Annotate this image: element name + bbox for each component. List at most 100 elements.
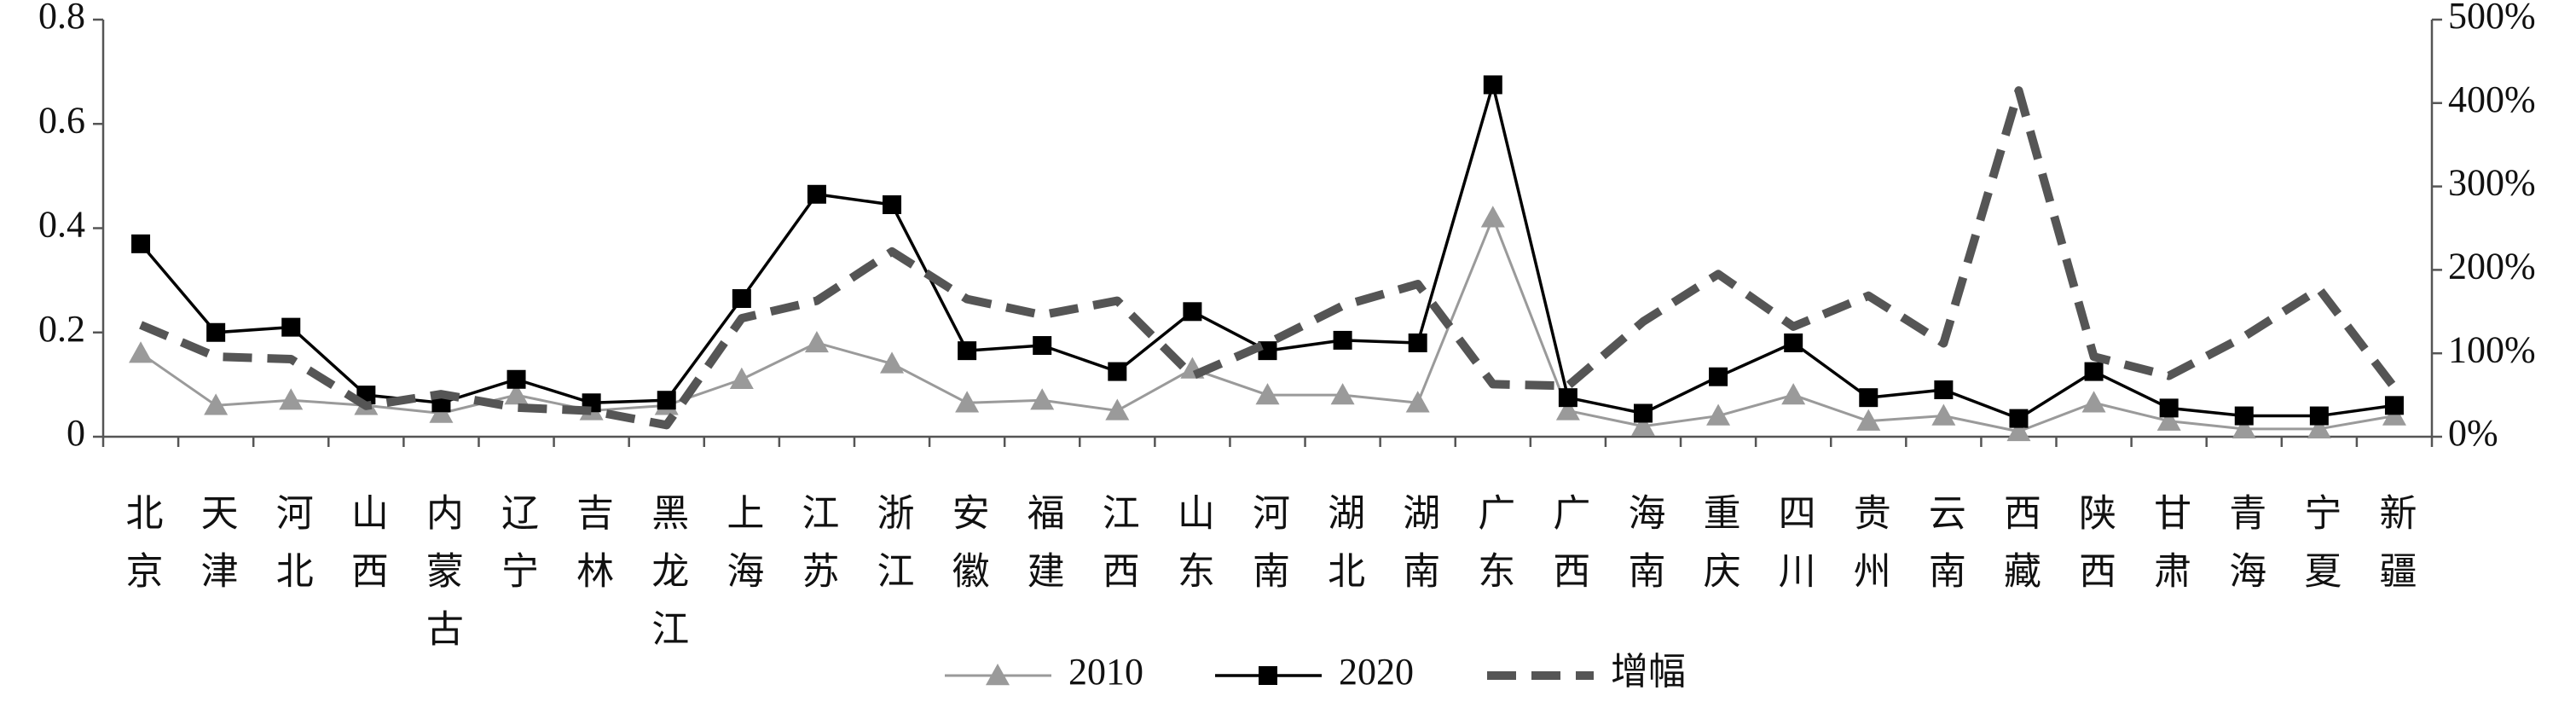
x-tick-label: 吉林 [570,493,613,609]
point [1259,666,1277,685]
point [279,388,304,410]
point [1255,383,1280,405]
point [1258,341,1277,361]
series-line [139,83,2395,421]
x-tick-label: 海南 [1622,493,1664,609]
y2-tick-label: 0% [2448,412,2498,454]
x-tick-label: 山西 [345,493,387,609]
y2-tick-label: 400% [2448,78,2536,120]
point [657,391,676,410]
y-tick-label: 0.4 [38,204,85,246]
x-tick-label: 重庆 [1698,493,1740,609]
y2-tick-label: 200% [2448,245,2536,287]
point [1784,333,1803,352]
point [131,234,151,253]
point [1558,388,1577,408]
point [1033,336,1052,356]
y2-tick-label: 100% [2448,328,2536,370]
point [1859,388,1878,408]
point [804,330,829,353]
x-tick-label: 西藏 [1998,493,2041,609]
x-tick-label: 江苏 [796,493,838,609]
point [729,367,754,389]
point [507,369,526,389]
point [732,289,751,309]
legend-item: 2010 [945,651,1143,693]
point [2384,396,2404,415]
x-tick-label: 甘肃 [2148,493,2191,609]
x-tick-label: 山东 [1172,493,1213,609]
x-tick-label: 广东 [1472,493,1514,609]
point [883,194,902,214]
point [1105,398,1130,421]
point [1633,403,1653,423]
point [1333,330,1352,350]
x-tick-label: 广西 [1547,493,1589,609]
point [1108,362,1127,381]
x-tick-label: 天津 [195,493,238,609]
x-tick-label: 新疆 [2373,493,2416,609]
legend-label: 2010 [1068,651,1143,693]
point [2234,406,2254,426]
x-tick-label: 云南 [1923,493,1965,609]
point [2084,362,2104,381]
x-tick-label: 黑龙江 [645,493,688,667]
point [504,383,529,405]
point [1706,403,1731,426]
x-tick-label: 河南 [1247,493,1289,609]
x-tick-label: 宁夏 [2298,493,2341,609]
y-tick-label: 0 [67,412,85,454]
point [2081,391,2106,413]
point [1330,383,1355,405]
x-tick-label: 陕西 [2073,493,2115,609]
point [1555,398,1580,421]
point [807,184,826,204]
point [1483,75,1502,95]
point [2309,406,2329,426]
point [281,317,301,337]
legend-label: 2020 [1339,651,1414,693]
x-tick-label: 辽宁 [495,493,538,609]
point [1630,414,1655,436]
x-tick-label: 福建 [1022,493,1065,609]
point [1856,409,1881,431]
x-tick-label: 贵州 [1848,493,1890,609]
point [1183,302,1202,322]
point [2009,409,2029,428]
x-tick-label: 上海 [721,493,763,609]
x-tick-label: 内蒙古 [420,493,462,667]
legend-label: 增幅 [1611,651,1686,693]
point [986,664,1010,686]
x-tick-label: 湖南 [1397,493,1439,609]
point [2232,416,2256,439]
x-tick-label: 青海 [2223,493,2266,609]
y2-tick-label: 300% [2448,162,2536,204]
x-tick-label: 河北 [270,493,313,609]
x-tick-label: 湖北 [1322,493,1364,609]
point [955,391,980,413]
x-tick-label: 浙江 [871,493,914,609]
x-tick-label: 北京 [120,493,163,609]
point [880,351,905,374]
y2-tick-label: 500% [2448,0,2536,37]
point [1709,367,1728,386]
series-line [139,86,2398,430]
x-tick-label: 江西 [1097,493,1139,609]
point [1405,391,1430,413]
point [129,341,153,363]
point [206,322,226,342]
point [1030,388,1055,410]
y-tick-label: 0.2 [38,308,85,350]
point [958,341,977,361]
x-tick-label: 四川 [1773,493,1815,609]
point [1931,403,1956,426]
y-tick-label: 0.6 [38,99,85,141]
point [2006,419,2031,442]
x-tick-label: 安徽 [946,493,990,609]
point [1480,206,1505,228]
legend-item: 增幅 [1487,651,1686,693]
point [204,393,229,415]
point [2159,398,2179,418]
point [2307,416,2331,439]
